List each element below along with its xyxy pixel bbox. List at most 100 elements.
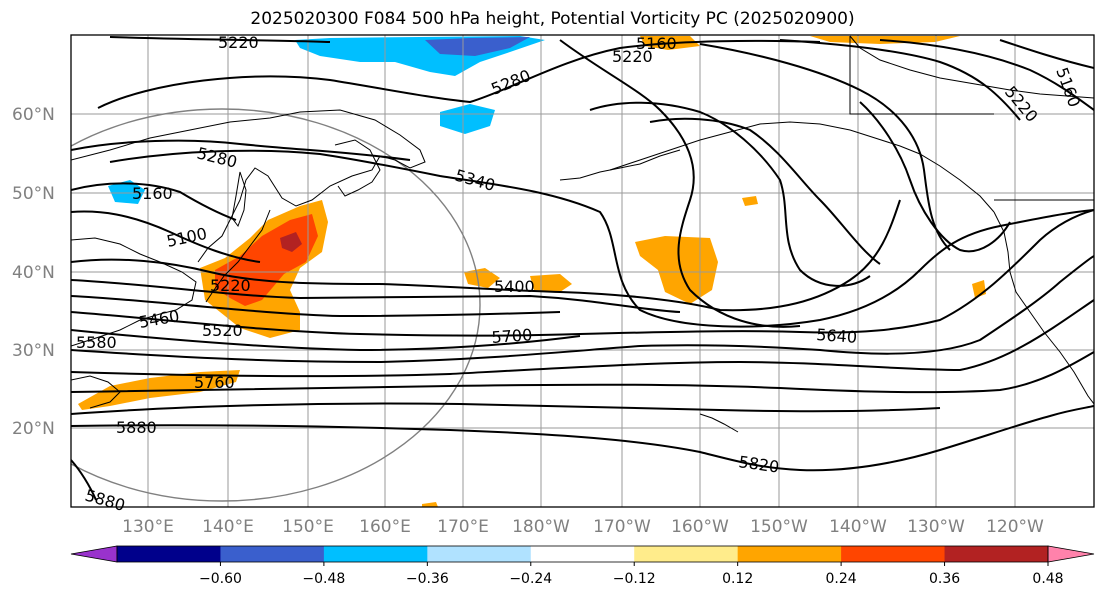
colorbar-extend-low bbox=[70, 545, 118, 563]
colorbar-ticks: −0.60 −0.48 −0.36 −0.24 −0.12 0.12 0.24 0.36 0.4… bbox=[199, 562, 1064, 587]
contour-line bbox=[71, 199, 901, 312]
map-title-container: 2025020300 F084 500 hPa height, Potentia… bbox=[0, 0, 1105, 34]
pv-positive-area bbox=[422, 502, 438, 507]
coastline-japan bbox=[205, 209, 271, 303]
contour-line bbox=[71, 402, 941, 415]
pv-negative-area bbox=[440, 104, 495, 134]
contour-line bbox=[699, 43, 951, 251]
latitude-labels: 60°N 50°N 40°N 30°N 20°N bbox=[12, 105, 55, 439]
lon-label: 170°E bbox=[437, 517, 489, 537]
contour-line bbox=[71, 405, 1094, 472]
contour-line bbox=[71, 459, 97, 501]
lon-label: 170°W bbox=[593, 517, 651, 537]
coastline-aleutians bbox=[559, 149, 681, 181]
colorbar-tick-label: 0.48 bbox=[1032, 571, 1063, 587]
coastline-alaska-north bbox=[849, 35, 1094, 99]
longitude-labels: 130°E 140°E 150°E 160°E 170°E 180°W 170°… bbox=[122, 517, 1044, 537]
lon-label: 140°E bbox=[202, 517, 254, 537]
country-border-canada bbox=[849, 36, 994, 115]
colorbar-tick-label: −0.60 bbox=[199, 571, 242, 587]
range-circle bbox=[71, 108, 481, 502]
coastline-sakhalin bbox=[231, 171, 247, 228]
lon-label: 130°W bbox=[907, 517, 965, 537]
colorbar-tick-label: −0.48 bbox=[302, 571, 345, 587]
map-frame bbox=[70, 34, 1095, 508]
contour-line bbox=[779, 39, 1021, 121]
colorbar-segment bbox=[427, 546, 532, 562]
coastline-china-south bbox=[71, 375, 121, 409]
contour-label: 5880 bbox=[116, 418, 157, 437]
colorbar-segment bbox=[737, 546, 842, 562]
contour-label: 5520 bbox=[202, 321, 243, 340]
contour-line bbox=[71, 279, 681, 313]
colorbar-tick-label: 0.24 bbox=[826, 571, 857, 587]
contour-line bbox=[649, 117, 881, 265]
lon-label: 160°E bbox=[359, 517, 411, 537]
colorbar-segment bbox=[530, 546, 635, 562]
contour-line bbox=[71, 182, 237, 221]
contour-line bbox=[589, 101, 871, 287]
pv-positive-area bbox=[635, 236, 718, 304]
colorbar-tick-label: −0.12 bbox=[613, 571, 656, 587]
pv-negative-area bbox=[108, 180, 145, 204]
contour-line bbox=[71, 210, 261, 263]
lon-label: 180°W bbox=[512, 517, 570, 537]
contour-line bbox=[71, 329, 581, 352]
contour-line bbox=[71, 209, 1094, 337]
lon-label: 150°E bbox=[282, 517, 334, 537]
contour-label: 5220 bbox=[218, 33, 259, 52]
colorbar: −0.60 −0.48 −0.36 −0.24 −0.12 0.12 0.24 0.36 0.4… bbox=[70, 545, 1095, 587]
contour-line bbox=[999, 39, 1094, 69]
pv-positive-area bbox=[742, 196, 758, 206]
colorbar-tick-label: −0.24 bbox=[509, 571, 552, 587]
colorbar-tick-label: −0.36 bbox=[406, 571, 449, 587]
colorbar-outline bbox=[116, 545, 1049, 563]
pv-shading bbox=[78, 36, 986, 507]
pv-negative-core bbox=[425, 37, 530, 56]
lon-label: 150°W bbox=[750, 517, 808, 537]
contour-label: 5700 bbox=[491, 325, 533, 347]
lat-label: 20°N bbox=[12, 419, 55, 439]
colorbar-segment bbox=[220, 546, 325, 562]
contour-label: 5220 bbox=[210, 276, 251, 295]
coastline-kamchatka bbox=[334, 139, 381, 197]
contour-line bbox=[97, 39, 821, 109]
colorbar-segment bbox=[944, 546, 1049, 562]
hawaii bbox=[699, 413, 739, 433]
lon-label: 130°E bbox=[122, 517, 174, 537]
contour-label: 5760 bbox=[194, 373, 235, 392]
contour-line bbox=[71, 139, 411, 161]
colorbar-segment bbox=[634, 546, 739, 562]
lon-label: 160°W bbox=[671, 517, 729, 537]
contour-label: 5220 bbox=[612, 47, 653, 66]
lat-label: 50°N bbox=[12, 184, 55, 204]
contour-line bbox=[879, 39, 1094, 111]
colorbar-segment bbox=[323, 546, 428, 562]
colorbar-tick-label: 0.12 bbox=[722, 571, 753, 587]
contour-line bbox=[559, 39, 801, 328]
colorbar-segment bbox=[117, 546, 221, 562]
height-contours bbox=[71, 36, 1094, 501]
contour-line bbox=[71, 299, 1094, 378]
contour-label: 5400 bbox=[494, 277, 535, 296]
pv-positive-core bbox=[280, 232, 302, 252]
contour-line bbox=[71, 351, 1094, 394]
map-title: 2025020300 F084 500 hPa height, Potentia… bbox=[250, 9, 855, 29]
colorbar-segments bbox=[70, 545, 1095, 563]
contour-label: 5640 bbox=[816, 325, 858, 347]
lat-label: 40°N bbox=[12, 263, 55, 283]
contour-line bbox=[859, 101, 1011, 253]
coastline-na-west bbox=[993, 211, 1094, 405]
contour-line bbox=[71, 255, 1094, 364]
contour-line bbox=[71, 295, 561, 318]
lat-label: 30°N bbox=[12, 341, 55, 361]
lon-label: 140°W bbox=[829, 517, 887, 537]
lon-label: 120°W bbox=[986, 517, 1044, 537]
colorbar-extend-high bbox=[1047, 545, 1095, 563]
lat-label: 60°N bbox=[12, 105, 55, 125]
colorbar-tick-label: 0.36 bbox=[929, 571, 960, 587]
contour-label: 5160 bbox=[132, 184, 173, 203]
contour-label: 5580 bbox=[76, 333, 117, 352]
pv-positive-area bbox=[464, 268, 500, 288]
